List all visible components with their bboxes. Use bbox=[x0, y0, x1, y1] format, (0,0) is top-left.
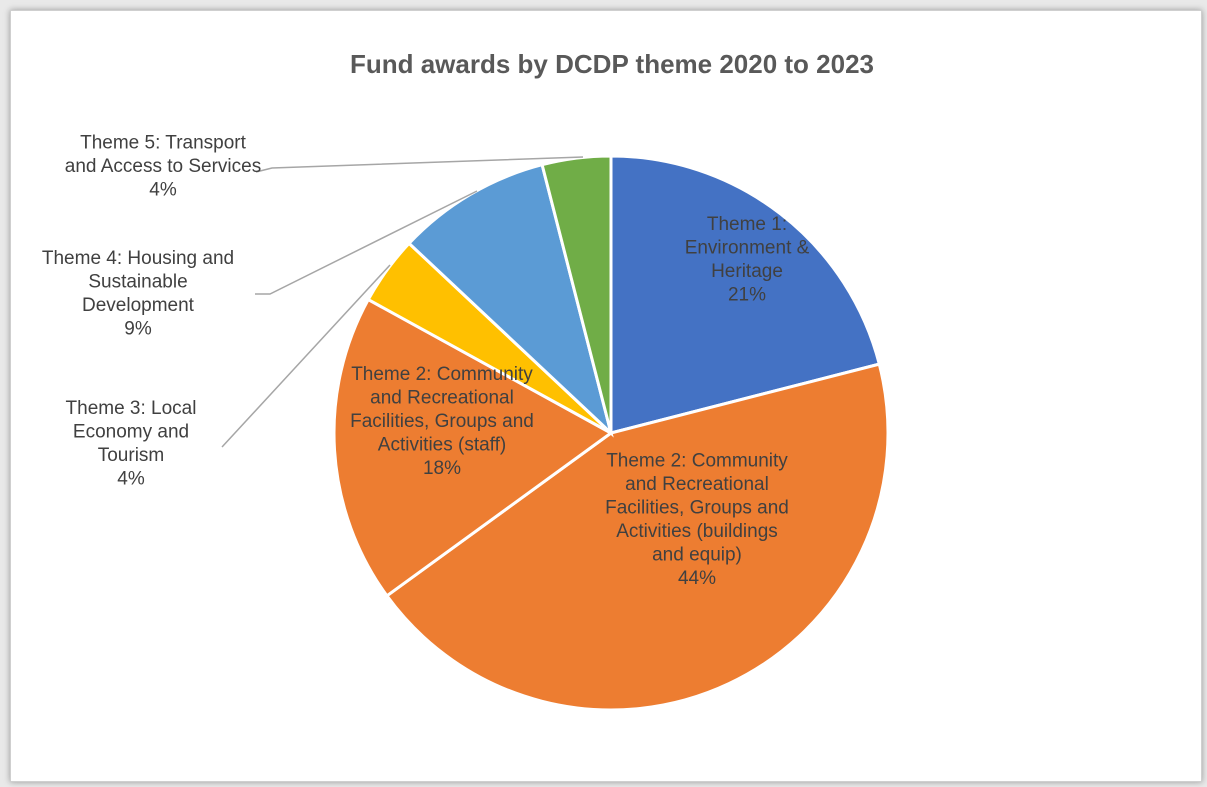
slice-label-line: and Recreational bbox=[625, 474, 769, 495]
slice-label-line: Economy and bbox=[73, 421, 189, 442]
leader-line-theme-4-housing-and-sustainable-development bbox=[255, 190, 478, 295]
slice-percent-label: 9% bbox=[124, 318, 152, 339]
slice-label-line: Theme 1: bbox=[707, 214, 787, 235]
slice-percent-label: 18% bbox=[423, 458, 461, 479]
slice-label-line: Facilities, Groups and bbox=[350, 411, 534, 432]
slice-label-line: Theme 3: Local bbox=[66, 398, 197, 419]
slice-label-line: Theme 2: Community bbox=[606, 450, 788, 471]
slice-percent-label: 21% bbox=[728, 284, 766, 305]
slice-percent-label: 4% bbox=[117, 468, 145, 489]
slice-label-line: Sustainable bbox=[88, 271, 187, 292]
slice-label-line: Tourism bbox=[98, 445, 165, 466]
slice-label-line: and Access to Services bbox=[65, 156, 261, 177]
leader-line-theme-5-transport-and-access-to-services bbox=[255, 156, 584, 173]
slice-label-theme-2-community-and-recreational-facilities-groups-and-activities-staff: Theme 2: Community and RecreationalFacili… bbox=[350, 364, 534, 479]
slice-label-line: Theme 5: Transport bbox=[80, 133, 247, 154]
slice-label-line: Facilities, Groups and bbox=[605, 497, 789, 518]
slice-label-line: Theme 4: Housing and bbox=[42, 248, 234, 269]
slice-label-line: Activities (buildings bbox=[616, 521, 778, 542]
slice-percent-label: 44% bbox=[678, 568, 716, 589]
slice-label-line: Theme 2: Community bbox=[351, 364, 533, 385]
slice-label-line: and Recreational bbox=[370, 388, 514, 409]
slice-label-line: Heritage bbox=[711, 261, 783, 282]
slice-label-line: Development bbox=[82, 295, 195, 316]
slice-percent-label: 4% bbox=[149, 180, 177, 201]
slice-label-line: Activities (staff) bbox=[378, 435, 506, 456]
pie-slice-theme-2-community-and-recreational-facilities-groups-and-activities-staff bbox=[332, 297, 614, 598]
chart-title: Fund awards by DCDP theme 2020 to 2023 bbox=[350, 49, 874, 79]
leader-lines bbox=[221, 156, 584, 448]
slice-label-line: and equip) bbox=[652, 544, 742, 565]
pie-slice-theme-1-environment-heritage bbox=[609, 154, 882, 435]
slice-label-line: Environment & bbox=[685, 237, 810, 258]
pie-slice-theme-5-transport-and-access-to-services bbox=[540, 154, 613, 434]
pie-slice-theme-2-community-and-recreational-facilities-groups-and-activities-buildings-and-equip bbox=[384, 362, 890, 712]
slice-label-theme-2-community-and-recreational-facilities-groups-and-activities-buildings-and-equip: Theme 2: Community and RecreationalFacili… bbox=[605, 450, 789, 589]
pie-slices bbox=[332, 154, 890, 712]
leader-line-theme-3-local-economy-and-tourism bbox=[221, 264, 391, 448]
